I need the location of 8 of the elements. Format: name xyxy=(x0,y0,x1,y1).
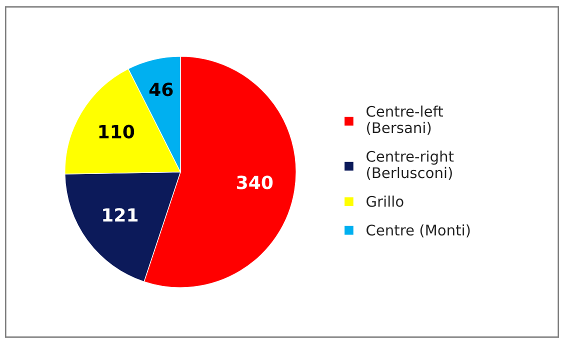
legend-label: Centre-right (Berlusconi) xyxy=(366,150,454,180)
data-label: 340 xyxy=(237,176,273,190)
legend-label: Grillo xyxy=(366,196,404,207)
data-label: 110 xyxy=(99,124,134,138)
data-label: 46 xyxy=(149,82,173,96)
data-label: 121 xyxy=(103,208,138,222)
legend-label: Centre (Monti) xyxy=(366,224,470,238)
legend-label: Centre-left (Bersani) xyxy=(366,106,444,135)
